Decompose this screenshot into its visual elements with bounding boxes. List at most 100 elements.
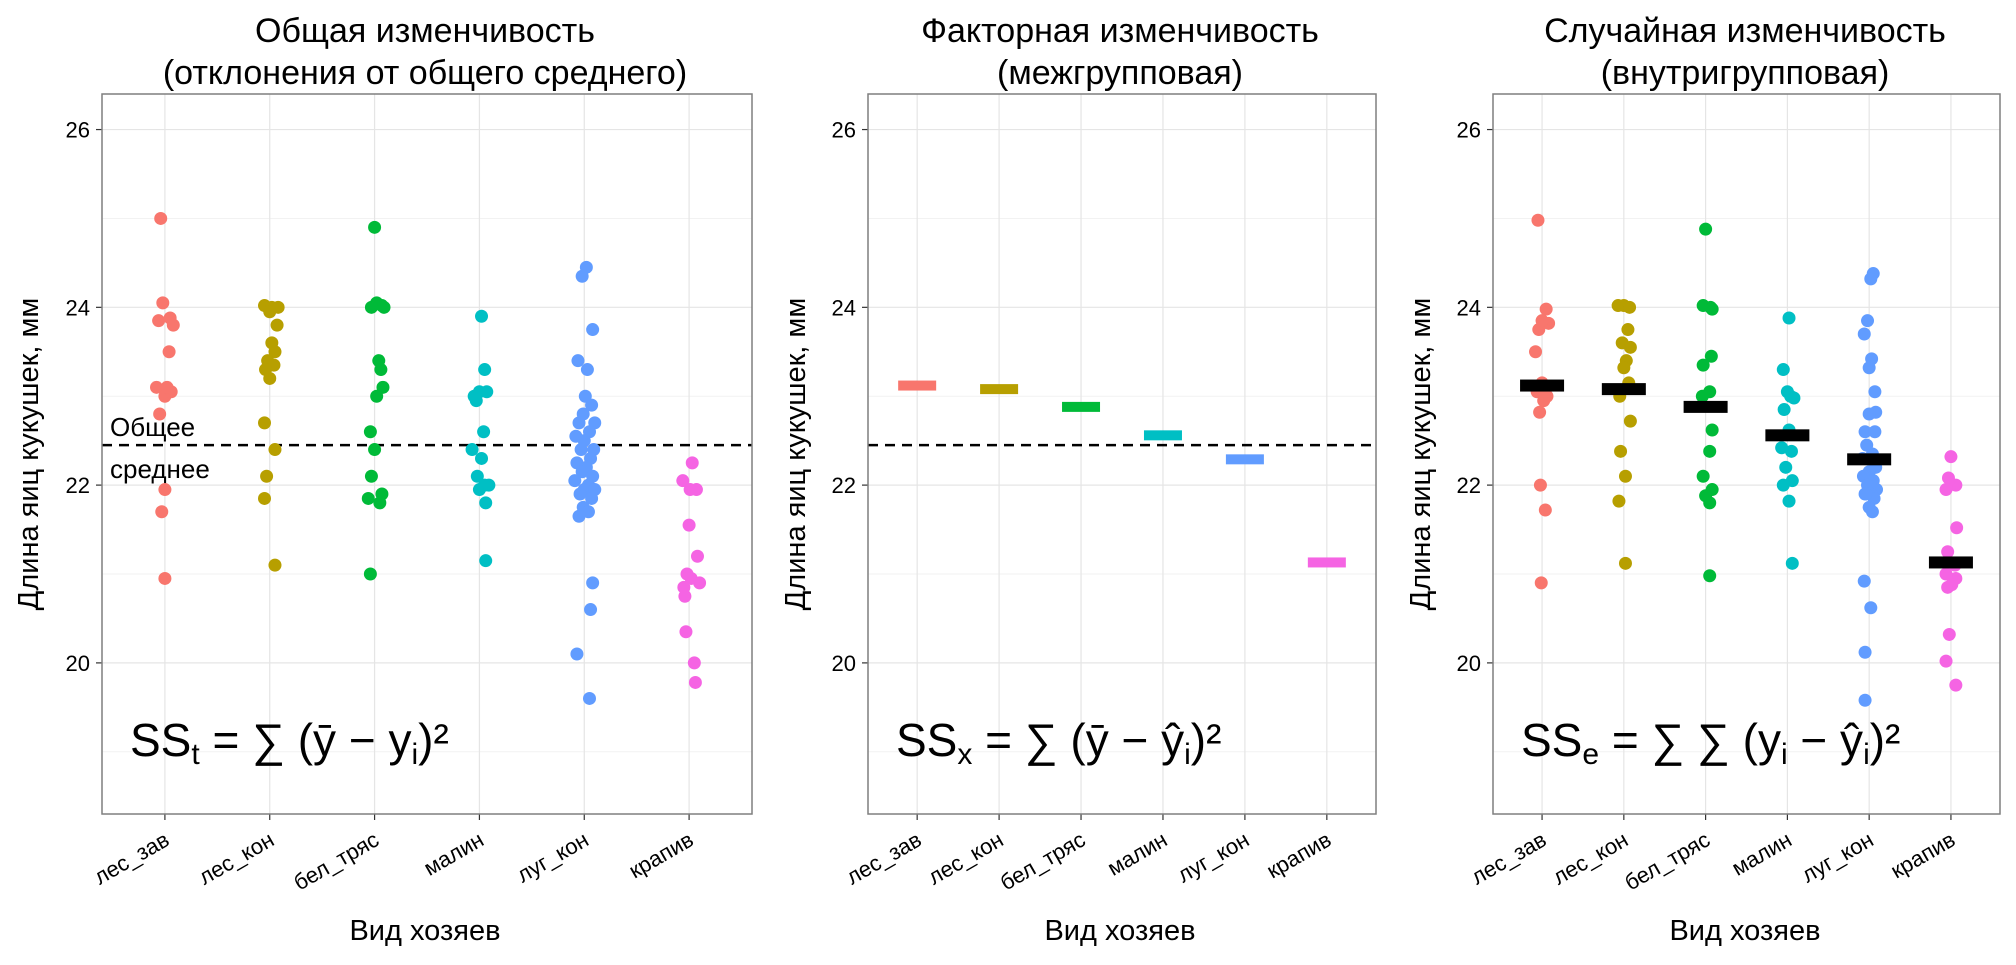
panel2-x-tick-label-3: малин (1103, 827, 1171, 881)
panel3-formula-mid-sub: i (1781, 738, 1788, 771)
panel2-formula-lhs-sub: x (957, 738, 972, 771)
panel1-point-4-28 (572, 509, 586, 523)
panel3-point-4-29 (1858, 693, 1872, 707)
panel3-point-3-12 (1782, 494, 1796, 508)
panel1-point-4-30 (584, 603, 598, 617)
panel1-point-0-4 (156, 296, 170, 310)
panel3-point-4-10 (1868, 425, 1882, 439)
panel1-point-0-3 (158, 571, 172, 585)
panel3-x-tick-label-0: лес_зав (1467, 827, 1551, 890)
panel1-point-3-1 (478, 363, 492, 377)
panel2-plot-area (868, 94, 1376, 814)
panel3-formula-end: )² (1870, 714, 1901, 766)
panel3-point-5-5 (1941, 545, 1955, 559)
panel3-point-3-0 (1782, 311, 1796, 325)
panel1-point-0-0 (154, 211, 168, 225)
panel3-point-4-9 (1858, 425, 1872, 439)
panel3-point-3-1 (1776, 363, 1790, 377)
panel2-x-tick-label-2: бел_тряс (996, 827, 1090, 896)
panel3-point-3-11 (1776, 478, 1790, 492)
panel1-point-4-9 (572, 416, 586, 430)
panel2-x-axis-label: Вид хозяев (1044, 915, 1195, 947)
panel3-point-1-2 (1623, 300, 1637, 314)
panel2-title-line-2: (межгрупповая) (997, 54, 1243, 92)
panel1-point-4-29 (586, 576, 600, 590)
panel3-point-2-14 (1703, 569, 1717, 583)
panel3-group-mean-bar-0 (1520, 379, 1565, 392)
panel2-group-mean-bar-0 (898, 380, 937, 391)
panel1-point-5-13 (688, 675, 702, 689)
panel1-point-1-4 (270, 318, 284, 332)
panel2-group-mean-bar-3 (1143, 430, 1182, 441)
panel1-point-2-10 (368, 443, 382, 457)
panel1-annotation-line-2: среднее (110, 454, 210, 484)
panel1-point-4-18 (575, 465, 589, 479)
panel2-y-tick-label-3: 26 (832, 118, 856, 143)
panel3-point-1-13 (1612, 494, 1626, 508)
panel3-y-tick-label-2: 24 (1457, 295, 1481, 320)
panel1-x-tick-label-3: малин (419, 827, 487, 881)
panel3-point-2-8 (1705, 423, 1719, 437)
panel2-y-axis-label: Длина яиц кукушек, мм (780, 298, 812, 611)
panel3-point-1-12 (1618, 469, 1632, 483)
panel3-group-mean-bar-4 (1847, 453, 1892, 466)
panel1-title-line-1: Общая изменчивость (255, 12, 595, 50)
panel1-point-2-9 (363, 425, 377, 439)
panel3-point-2-10 (1696, 469, 1710, 483)
panel2-x-tick-label-1: лес_кон (924, 827, 1008, 890)
panel3-point-2-0 (1699, 222, 1713, 236)
panel3-x-tick-label-4: луг_кон (1797, 827, 1877, 888)
panel2-y-tick-label-1: 22 (832, 473, 856, 498)
panel1-point-5-0 (685, 456, 699, 470)
panel2-formula: SSx = ∑ (ȳ − ŷi)² (896, 714, 1221, 771)
panel3-formula-mid: − ŷ (1788, 714, 1863, 766)
panel3-point-2-7 (1695, 389, 1709, 403)
panel3-point-0-0 (1531, 213, 1545, 227)
panel1-point-0-12 (160, 380, 174, 394)
panel1-point-3-9 (470, 469, 484, 483)
panel3-point-4-2 (1861, 314, 1875, 328)
panel1-point-5-3 (689, 483, 703, 497)
panel1-point-2-3 (364, 300, 378, 314)
panel1-x-tick-label-4: луг_кон (512, 827, 592, 888)
panel3-panel-border (1492, 93, 2001, 815)
panel1-point-3-5 (469, 394, 483, 408)
panel3-point-4-6 (1868, 385, 1882, 399)
panel2-formula-end: )² (1191, 714, 1222, 766)
panel3-group-mean-bar-5 (1928, 556, 1973, 569)
panel3-point-3-8 (1784, 444, 1798, 458)
panel2-formula-lhs: SS (896, 714, 957, 766)
panel3-group-mean-bar-2 (1683, 400, 1728, 413)
panel3-point-5-4 (1950, 521, 1964, 535)
panel3-point-4-24 (1865, 505, 1879, 519)
panel2-title-line-1: Факторная изменчивость (921, 12, 1319, 50)
panel3-point-0-9 (1537, 394, 1551, 408)
panel2-y-tick-label-2: 24 (832, 295, 856, 320)
panel1-point-1-11 (258, 416, 271, 430)
panel3-x-tick-label-1: лес_кон (1548, 827, 1632, 890)
panel1-point-1-12 (268, 443, 282, 457)
panel1-point-4-24 (573, 487, 587, 501)
panel2-y-tick-label-0: 20 (832, 651, 856, 676)
panel3-point-4-26 (1857, 574, 1871, 588)
panel1-point-1-3 (263, 305, 277, 319)
panel1-point-5-4 (682, 518, 696, 532)
panel1-y-axis-label: Длина яиц кукушек, мм (13, 298, 45, 611)
panel1-point-1-14 (258, 491, 271, 505)
panel1-point-0-6 (166, 318, 180, 332)
panel2-panel-border (867, 93, 1377, 815)
panel3-point-1-3 (1621, 323, 1635, 337)
panel3-point-1-10 (1623, 414, 1637, 428)
panel1-point-3-4 (480, 385, 494, 399)
panel3-point-3-7 (1775, 441, 1789, 455)
panel1-point-3-0 (475, 309, 489, 323)
panel1-point-4-20 (568, 474, 582, 488)
panel2-group-mean-bar-1 (980, 384, 1019, 395)
panel1-point-0-9 (150, 380, 164, 394)
panel3-point-0-10 (1533, 405, 1547, 419)
panel3-x-axis-label: Вид хозяев (1669, 915, 1820, 947)
panel2-x-tick-label-4: луг_кон (1173, 827, 1253, 888)
panel1-point-3-13 (479, 496, 493, 510)
panel1-point-1-13 (260, 469, 274, 483)
panel1-formula-lhs-sub: t (191, 738, 200, 771)
